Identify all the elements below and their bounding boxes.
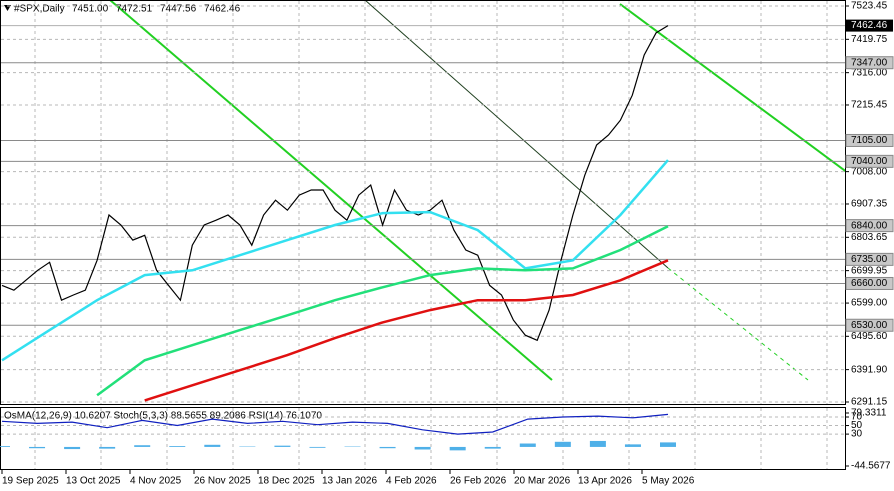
level-label: 7040.00 (851, 156, 888, 167)
indicator-line (144, 259, 669, 402)
histogram-bar (169, 446, 186, 447)
y-tick-label: 6495.60 (851, 331, 888, 342)
level-box (845, 252, 894, 266)
y-tick-label: 7419.75 (851, 34, 888, 45)
x-tick-label: 20 Mar 2026 (514, 476, 571, 487)
level-label: 6660.00 (851, 278, 888, 289)
y-tick-label: 6803.65 (851, 232, 888, 243)
y-tick-label: 79.3311 (851, 408, 887, 419)
symbol: #SPX,Daily (14, 4, 65, 15)
histogram-bar (64, 446, 81, 450)
level-label: 7347.00 (851, 57, 888, 68)
plot-area (0, 413, 845, 451)
y-tick-label: -44.5677 (851, 461, 891, 472)
trend-line (364, 0, 669, 269)
indicator-line (96, 225, 669, 397)
y-tick-label: 6907.35 (851, 199, 888, 210)
y-tick-label: 70 (851, 412, 863, 423)
y-tick-label: 50 (851, 420, 863, 431)
histogram-bar (414, 446, 431, 450)
histogram-bar (484, 446, 501, 449)
histogram-bar (660, 442, 676, 447)
trendlines (109, 0, 845, 381)
x-tick-label: 26 Feb 2026 (450, 476, 507, 487)
y-tick-label: 7523.45 (851, 1, 888, 12)
y-tick-label: 6391.90 (851, 364, 888, 375)
histogram-bar (0, 446, 10, 447)
x-tick-label: 18 Dec 2025 (258, 476, 315, 487)
channel-line (109, 0, 553, 381)
indicator-frame (0, 407, 846, 470)
indicator-line (1, 413, 669, 435)
ohlc-close: 7462.46 (204, 4, 241, 15)
histogram-bar (589, 440, 606, 447)
vertical-grid (34, 1, 828, 470)
y-tick-label: 6291.15 (851, 397, 888, 408)
x-tick-label: 13 Apr 2026 (578, 476, 632, 487)
histogram-bar (99, 446, 116, 449)
ohlc-high: 7472.51 (116, 4, 153, 15)
level-box (845, 276, 894, 290)
y-tick-label: 30 (851, 429, 863, 440)
indicator-title: OsMA(12,26,9) 10.6207 Stoch(5,3,3) 88.56… (4, 411, 322, 422)
trend-line-extension (667, 267, 809, 381)
price-line (1, 25, 669, 342)
level-box (845, 219, 894, 233)
y-tick-label: 7316.00 (851, 67, 888, 78)
level-label: 6840.00 (851, 220, 888, 231)
histogram-bar (554, 441, 571, 447)
ohlc-open: 7451.00 (72, 4, 109, 15)
x-tick-label: 19 Sep 2025 (2, 476, 59, 487)
level-label: 7105.00 (851, 135, 888, 146)
level-box (845, 56, 894, 70)
y-tick-label: 7215.45 (851, 100, 888, 111)
histogram-bar (624, 444, 641, 447)
level-box (845, 133, 894, 147)
x-tick-label: 13 Oct 2025 (66, 476, 121, 487)
x-tick-label: 4 Feb 2026 (386, 476, 437, 487)
level-box (845, 154, 894, 168)
histogram-bar (204, 444, 221, 447)
last-price-label: 7462.46 (851, 20, 888, 31)
x-tick-label: 13 Jan 2026 (322, 476, 377, 487)
y-tick-label: 6699.95 (851, 265, 888, 276)
main-frame (0, 0, 846, 405)
x-tick-label: 5 May 2026 (642, 476, 695, 487)
y-tick-label: 7008.00 (851, 166, 888, 177)
level-box (845, 318, 894, 332)
x-tick-label: 4 Nov 2025 (130, 476, 182, 487)
histogram-bar (379, 446, 396, 449)
histogram-bar (134, 445, 151, 447)
plot-area (1, 5, 845, 403)
indicator-line (1, 159, 669, 362)
histogram-bar (29, 446, 46, 449)
histogram-bar (519, 443, 536, 447)
channel-line (619, 3, 845, 172)
level-label: 6530.00 (851, 320, 888, 331)
ohlc-low: 7447.56 (160, 4, 197, 15)
level-label: 6735.00 (851, 254, 888, 265)
histogram-bar (274, 445, 291, 447)
y-tick-label: 6599.00 (851, 298, 888, 309)
x-tick-label: 26 Nov 2025 (194, 476, 251, 487)
last-price-box (846, 19, 893, 32)
histogram-bar (449, 446, 466, 451)
histogram-bar (309, 446, 326, 448)
